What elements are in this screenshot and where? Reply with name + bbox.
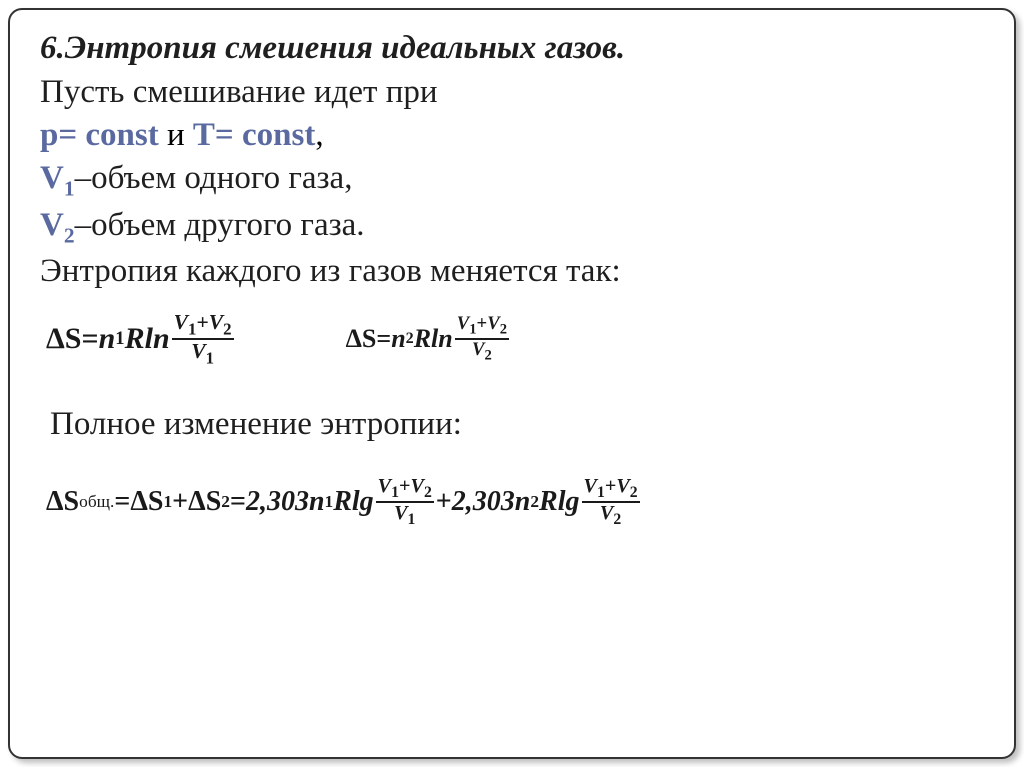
eq2-num-b: V: [487, 313, 499, 334]
eq2-num-a-sub: 1: [469, 322, 476, 338]
eq1-num-b-sub: 2: [223, 319, 231, 338]
p-const: p= const: [40, 117, 159, 153]
eqf-rlg1: Rlg: [333, 486, 373, 518]
entropy-text: Энтропия каждого из газов меняется так:: [40, 250, 984, 293]
eq2-plus: +: [477, 313, 488, 334]
eqf-lhs-sub: общ.: [79, 492, 114, 512]
eq2-eq: =: [376, 324, 391, 354]
t-const: T= const: [193, 117, 315, 153]
eqf-f1-num-b-sub: 2: [424, 484, 432, 501]
eqf-t1-sub: 1: [163, 492, 172, 512]
v1-symbol: V: [40, 160, 64, 196]
eqf-plus2: +: [436, 486, 452, 518]
equation-final: ΔSобщ. = ΔS1 + ΔS2 = 2,303n1 Rlg V1+V2 V…: [40, 476, 642, 529]
slide-title: 6.Энтропия смешения идеальных газов.: [40, 28, 984, 69]
eq1-den-sub: 1: [206, 348, 214, 367]
eqf-lhs: ΔS: [46, 486, 79, 518]
eqf-c2-sub: 2: [530, 492, 539, 512]
eq2-num-a: V: [457, 313, 469, 334]
equation-1: ΔS = n1 Rln V1+V2 V1: [46, 311, 236, 367]
v1-line: V1–объем одного газа,: [40, 157, 984, 203]
v1-sub: 1: [64, 177, 75, 201]
eqf-t1: ΔS: [130, 486, 163, 518]
eqf-eq1: =: [114, 486, 130, 518]
v2-text: –объем другого газа.: [75, 207, 365, 243]
eq2-coef: n: [391, 324, 405, 354]
v2-line: V2–объем другого газа.: [40, 204, 984, 250]
eqf-f1-num-a: V: [378, 475, 391, 497]
conditions-line: p= const и T= const,: [40, 114, 984, 157]
eqf-c2: 2,303n: [452, 486, 531, 518]
eq1-eq: =: [82, 322, 99, 356]
v2-symbol: V: [40, 207, 64, 243]
eq2-rln: Rln: [414, 324, 453, 354]
equation-2: ΔS = n2 Rln V1+V2 V2: [346, 314, 511, 364]
eqf-f2-num-b-sub: 2: [630, 484, 638, 501]
eqf-t2-sub: 2: [221, 492, 230, 512]
eq1-coef-sub: 1: [115, 328, 124, 350]
eqf-c1: 2,303n: [246, 486, 325, 518]
eqf-c1-sub: 1: [325, 492, 334, 512]
eqf-plus1: +: [172, 486, 188, 518]
eq1-den: V: [191, 339, 205, 363]
eq2-fraction: V1+V2 V2: [455, 314, 509, 364]
eqf-f2-num-a: V: [584, 475, 597, 497]
eqf-f1-plus: +: [399, 475, 411, 497]
eq2-lhs: ΔS: [346, 324, 377, 354]
eq1-rln: Rln: [125, 322, 170, 356]
eq1-fraction: V1+V2 V1: [172, 311, 234, 367]
eqf-rlg2: Rlg: [539, 486, 579, 518]
eqf-f2-den: V: [600, 502, 613, 524]
eq2-den-sub: 2: [484, 348, 491, 364]
eq1-num-b: V: [209, 310, 223, 334]
equation-row: ΔS = n1 Rln V1+V2 V1 ΔS = n2 Rln V1+V2: [40, 311, 984, 367]
eqf-f2-den-sub: 2: [613, 511, 621, 528]
eqf-f1-num-a-sub: 1: [391, 484, 399, 501]
eqf-t2: ΔS: [188, 486, 221, 518]
eqf-f2-num-a-sub: 1: [597, 484, 605, 501]
slide-frame: 6.Энтропия смешения идеальных газов. Пус…: [8, 8, 1016, 759]
trailing-comma: ,: [315, 117, 323, 153]
eq1-num-a: V: [174, 310, 188, 334]
v1-text: –объем одного газа,: [75, 160, 353, 196]
and-text: и: [159, 117, 193, 153]
eqf-f1-den-sub: 1: [408, 511, 416, 528]
eqf-f2-num-b: V: [616, 475, 629, 497]
eqf-f1-num-b: V: [410, 475, 423, 497]
eqf-eq2: =: [230, 486, 246, 518]
eq1-lhs: ΔS: [46, 322, 82, 356]
eq2-num-b-sub: 2: [500, 322, 507, 338]
eqf-frac2: V1+V2 V2: [582, 476, 640, 529]
eq1-coef: n: [99, 322, 116, 356]
eq2-den: V: [472, 339, 484, 360]
eq1-plus: +: [196, 310, 208, 334]
eq2-coef-sub: 2: [406, 330, 414, 348]
eqf-f1-den: V: [394, 502, 407, 524]
eqf-f2-plus: +: [605, 475, 617, 497]
eqf-frac1: V1+V2 V1: [376, 476, 434, 529]
v2-sub: 2: [64, 223, 75, 247]
full-change-text: Полное изменение энтропии:: [40, 403, 984, 446]
intro-text: Пусть смешивание идет при: [40, 71, 984, 114]
